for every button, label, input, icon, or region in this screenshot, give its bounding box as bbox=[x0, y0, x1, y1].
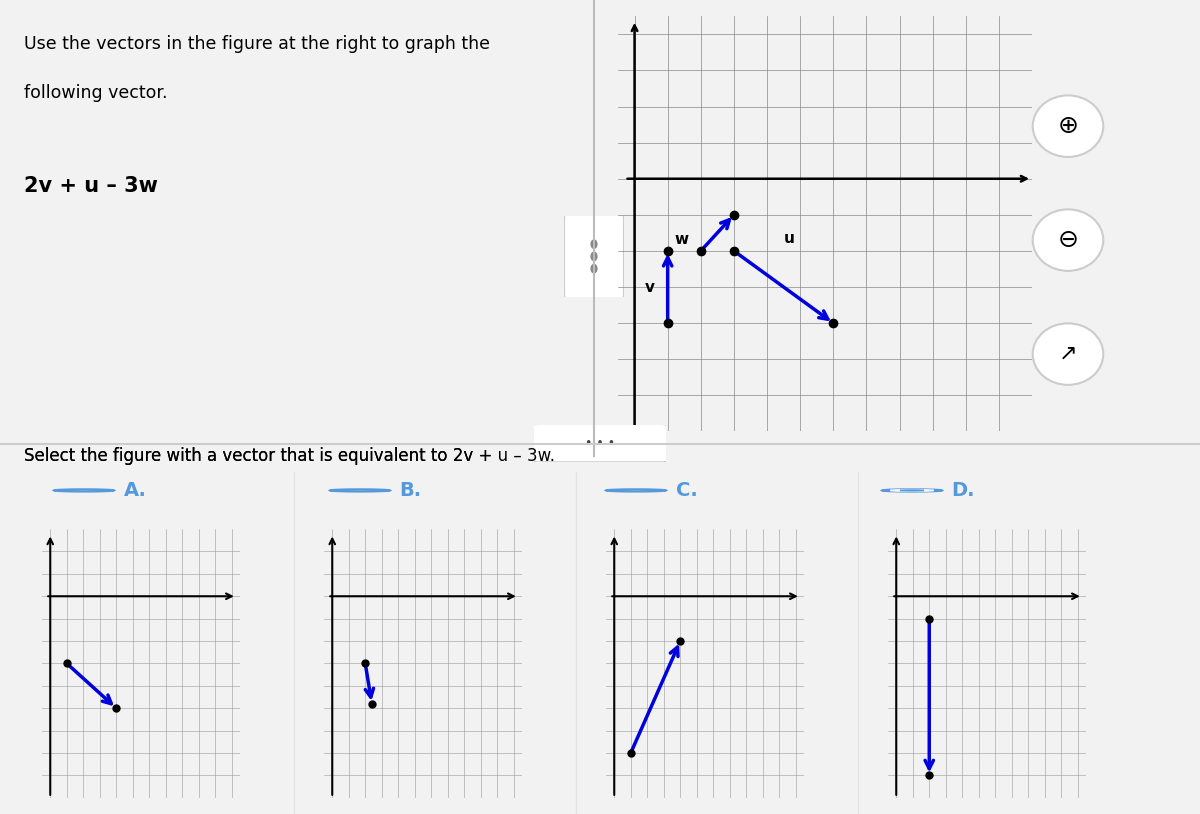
Circle shape bbox=[606, 489, 666, 492]
Circle shape bbox=[54, 489, 114, 492]
Text: Select the figure with a vector that is equivalent to 2v +: Select the figure with a vector that is … bbox=[24, 447, 497, 465]
Text: ↗: ↗ bbox=[1058, 344, 1078, 364]
FancyBboxPatch shape bbox=[564, 208, 624, 305]
Circle shape bbox=[1033, 323, 1103, 385]
Circle shape bbox=[330, 489, 390, 492]
Text: C.: C. bbox=[676, 481, 697, 500]
Circle shape bbox=[590, 239, 598, 249]
Circle shape bbox=[590, 252, 598, 261]
Text: • • •: • • • bbox=[584, 437, 616, 449]
Circle shape bbox=[1033, 209, 1103, 271]
Text: A.: A. bbox=[124, 481, 146, 500]
Circle shape bbox=[590, 264, 598, 274]
Text: u: u bbox=[784, 230, 794, 246]
Text: ⊕: ⊕ bbox=[1057, 114, 1079, 138]
Circle shape bbox=[900, 490, 924, 491]
Text: 2v + u – 3w: 2v + u – 3w bbox=[24, 176, 157, 196]
FancyBboxPatch shape bbox=[524, 424, 676, 462]
Text: v: v bbox=[644, 279, 654, 295]
Text: following vector.: following vector. bbox=[24, 84, 167, 102]
Circle shape bbox=[1033, 95, 1103, 157]
Text: D.: D. bbox=[952, 481, 976, 500]
Text: B.: B. bbox=[400, 481, 421, 500]
Text: ⊖: ⊖ bbox=[1057, 228, 1079, 252]
Text: Use the vectors in the figure at the right to graph the: Use the vectors in the figure at the rig… bbox=[24, 35, 490, 53]
Circle shape bbox=[890, 490, 934, 491]
Text: w: w bbox=[674, 232, 689, 247]
Text: Select the figure with a vector that is equivalent to 2v + u – 3w.: Select the figure with a vector that is … bbox=[24, 447, 554, 465]
Circle shape bbox=[882, 489, 942, 492]
